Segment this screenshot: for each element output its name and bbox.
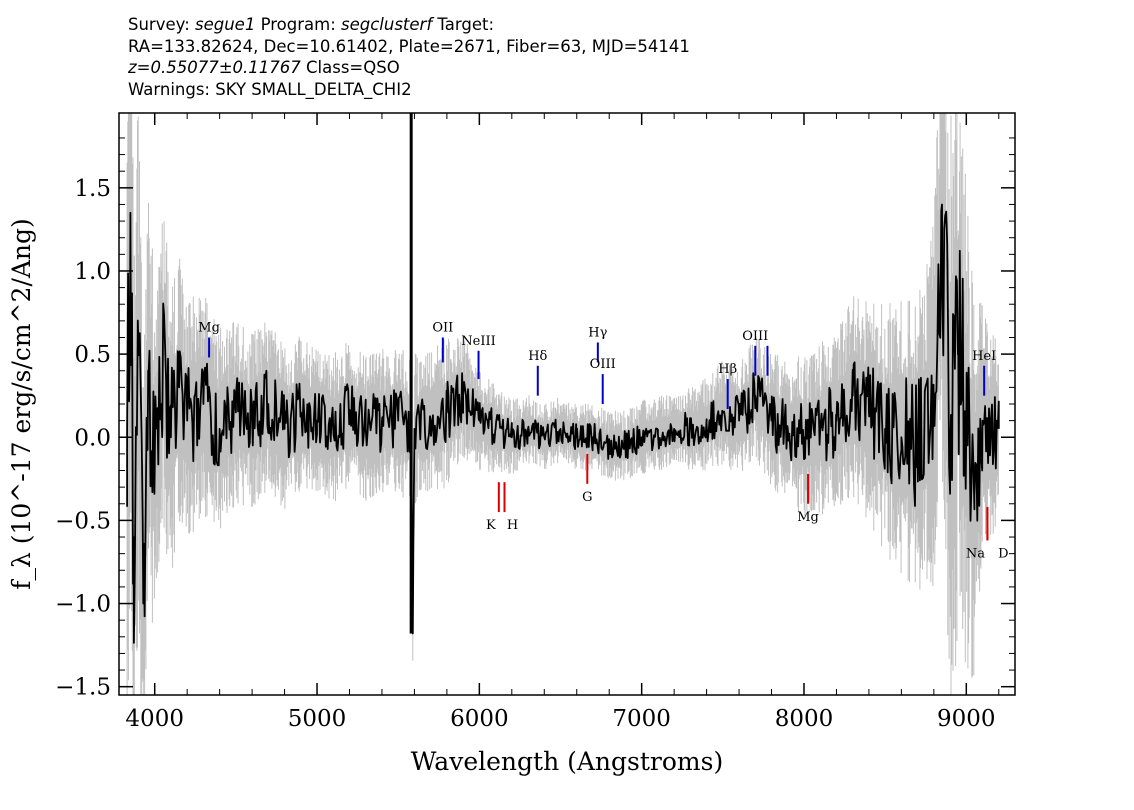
y-tick-label: 0.0: [74, 425, 111, 451]
line-annotations: Mg OII NeIII Hδ Hγ OIII Hβ OIII HeI K H G Mg Na D: [198, 320, 1008, 561]
header-line-survey: Survey: segue1 Program: segclusterf Targ…: [128, 14, 690, 36]
redshift-value: z=0.55077±0.11767: [128, 58, 301, 77]
emission-label: Hγ: [588, 325, 607, 340]
x-tick-label: 5000: [288, 706, 347, 732]
y-tick-label: −0.5: [55, 508, 111, 534]
target-label: Target:: [432, 15, 495, 34]
x-tick-label: 6000: [450, 706, 509, 732]
y-axis-title: f_λ (10^-17 erg/s/cm^2/Ang): [7, 218, 36, 590]
emission-label: HeI: [972, 349, 996, 364]
flux-series: [126, 113, 1000, 644]
absorption-label: H: [507, 518, 518, 533]
absorption-label: G: [582, 490, 592, 505]
axis-ticks: 4000 5000 6000 7000 8000 9000 −1.5 −1.0 −0.5 0.0 0…: [55, 113, 1015, 732]
absorption-label: Mg: [797, 510, 819, 525]
emission-label: OII: [432, 320, 453, 335]
x-tick-label: 8000: [775, 706, 834, 732]
program-value: segclusterf: [341, 15, 433, 34]
survey-label: Survey:: [128, 15, 195, 34]
emission-label: Hβ: [718, 362, 737, 377]
header-line-redshift: z=0.55077±0.11767 Class=QSO: [128, 57, 690, 79]
absorption-label: K: [486, 518, 496, 533]
emission-label: NeIII: [461, 334, 495, 349]
survey-value: segue1: [195, 15, 256, 34]
absorption-label: D: [998, 546, 1008, 561]
y-tick-label: 0.5: [74, 342, 111, 368]
x-axis-title: Wavelength (Angstroms): [411, 747, 723, 776]
emission-label: Mg: [198, 320, 220, 335]
absorption-label: Na: [966, 546, 985, 561]
y-tick-label: 1.5: [74, 176, 111, 202]
y-tick-label: 1.0: [74, 259, 111, 285]
header-line-warnings: Warnings: SKY SMALL_DELTA_CHI2: [128, 79, 412, 99]
program-label: Program:: [255, 15, 341, 34]
x-tick-label: 9000: [937, 706, 996, 732]
emission-label: OIII: [742, 329, 768, 344]
emission-label: OIII: [590, 357, 616, 372]
x-tick-label: 7000: [612, 706, 671, 732]
spectrum-header: Survey: segue1 Program: segclusterf Targ…: [128, 14, 690, 100]
y-tick-label: −1.5: [55, 675, 111, 701]
x-tick-label: 4000: [125, 706, 184, 732]
y-tick-label: −1.0: [55, 592, 111, 618]
header-line-coordinates: RA=133.82624, Dec=10.61402, Plate=2671, …: [128, 36, 690, 56]
class-value: Class=QSO: [300, 58, 400, 77]
emission-label: Hδ: [528, 349, 547, 364]
flux-line: [126, 203, 1000, 644]
